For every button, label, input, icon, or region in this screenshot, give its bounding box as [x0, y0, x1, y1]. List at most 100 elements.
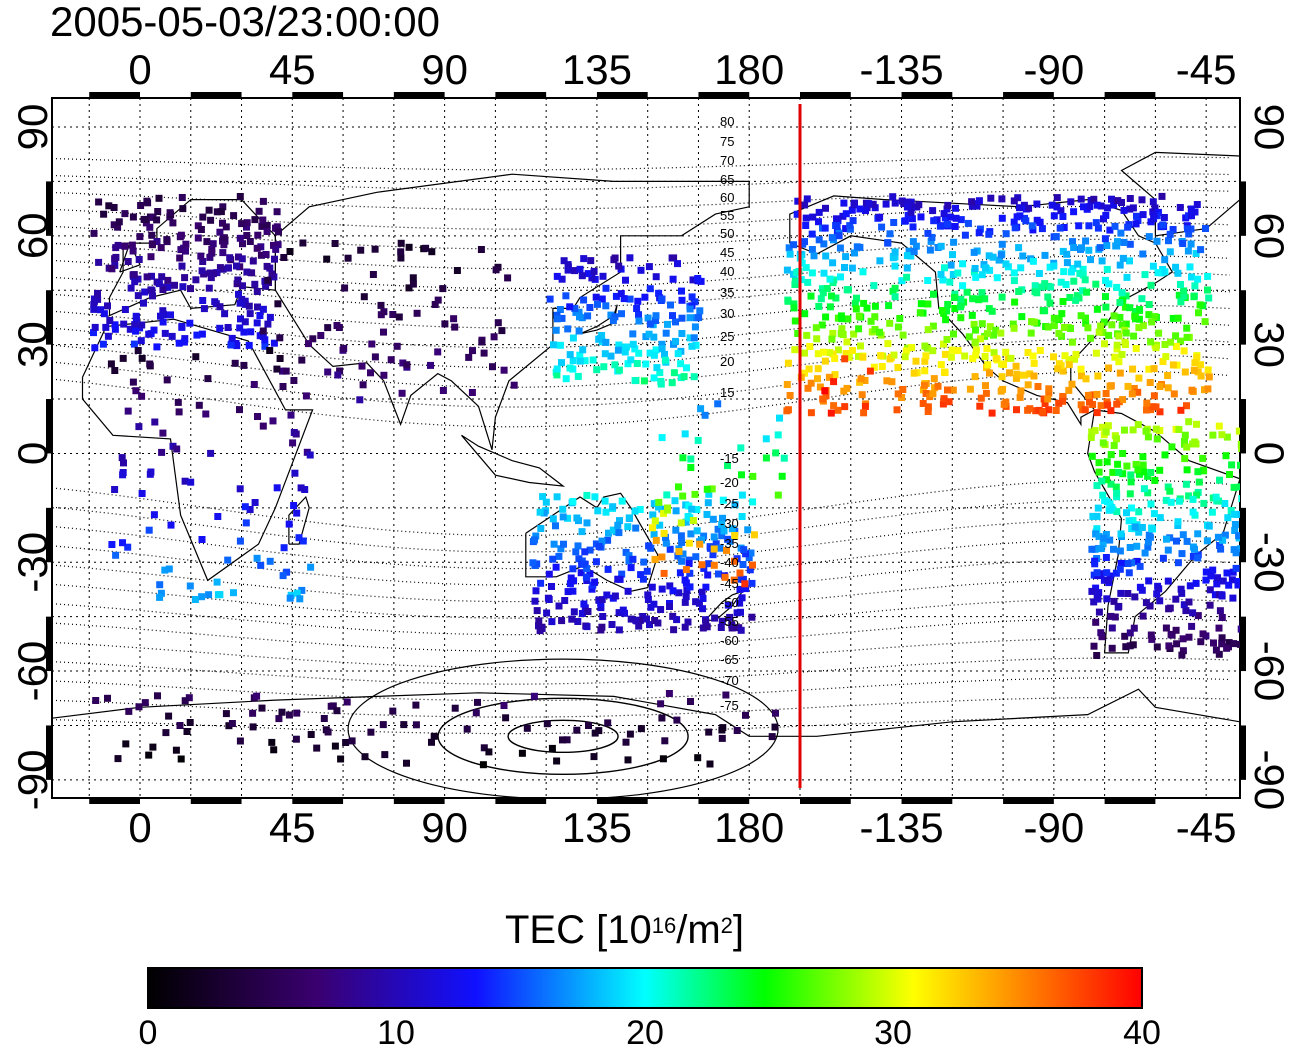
tec-cell	[1081, 406, 1089, 414]
tec-cell	[360, 293, 368, 301]
mag-pole-contour	[507, 719, 619, 754]
tec-cell	[1129, 426, 1137, 434]
lat-label-right: 90	[1246, 104, 1292, 151]
tec-cell	[1194, 554, 1202, 562]
tec-cell	[115, 218, 123, 226]
tec-cell	[1108, 195, 1115, 203]
tec-cell	[1085, 222, 1093, 230]
tec-cell	[736, 585, 744, 593]
tec-cell	[1093, 482, 1101, 490]
tec-cell	[834, 346, 842, 354]
tec-cell	[213, 208, 221, 216]
tec-cell	[1045, 406, 1053, 414]
tec-cell	[1127, 471, 1135, 479]
tec-cell	[531, 536, 538, 544]
tec-cell	[1204, 385, 1212, 393]
tec-cell	[1135, 508, 1143, 516]
tec-cell	[832, 294, 840, 302]
tec-cell	[1174, 269, 1182, 277]
tec-cell	[865, 200, 873, 208]
tec-cell	[905, 247, 913, 255]
tec-cell	[717, 624, 725, 631]
tec-cell	[1013, 370, 1021, 378]
tec-cell	[652, 273, 660, 281]
tec-cell	[784, 297, 792, 305]
tec-cell	[1232, 564, 1240, 572]
lon-label-bottom: -90	[1023, 804, 1084, 851]
tec-cell	[998, 240, 1006, 248]
tec-cell	[652, 536, 660, 544]
tec-cell	[678, 296, 686, 304]
tec-cell	[601, 350, 609, 358]
tec-cell	[428, 248, 436, 256]
tec-cell	[783, 266, 791, 274]
tec-cell	[633, 360, 641, 367]
tec-cell	[723, 546, 730, 554]
tec-cell	[586, 304, 594, 311]
tec-cell	[718, 726, 726, 734]
tec-cell	[1124, 560, 1132, 567]
tec-cell	[259, 422, 267, 430]
tec-cell	[566, 351, 574, 359]
tec-cell	[1107, 612, 1115, 620]
tec-cell	[951, 305, 959, 312]
tec-cell	[553, 272, 561, 280]
tec-cell	[617, 290, 625, 298]
tec-cell	[510, 381, 518, 389]
tec-cell	[275, 228, 282, 236]
tec-cell	[537, 579, 545, 587]
tec-cell	[302, 392, 310, 400]
tec-cell	[1114, 197, 1122, 205]
tec-cell	[826, 349, 834, 357]
tec-cell	[801, 349, 808, 357]
tec-cell	[1059, 393, 1067, 401]
tec-cell	[485, 748, 493, 756]
tec-cell	[293, 509, 301, 517]
tec-cell	[258, 222, 266, 230]
tec-cell	[583, 519, 591, 527]
tec-cell	[842, 210, 850, 218]
tec-cell	[192, 276, 200, 284]
tec-cell	[1054, 365, 1062, 373]
tec-cell	[633, 305, 641, 312]
tec-cell	[1010, 197, 1018, 205]
tec-cell	[1140, 468, 1148, 476]
tec-cell	[1237, 440, 1240, 448]
tec-cell	[230, 212, 238, 220]
tec-cell	[611, 313, 619, 321]
tec-cell	[861, 403, 869, 410]
tec-cell	[993, 274, 1001, 282]
tec-cell	[233, 342, 241, 350]
tec-cell	[585, 722, 592, 729]
tec-cell	[1105, 280, 1113, 288]
tec-cell	[998, 214, 1006, 222]
tec-cell	[1110, 545, 1117, 553]
left-tick-bar	[46, 616, 52, 672]
tec-cell	[592, 558, 600, 566]
tec-cell	[569, 357, 577, 365]
tec-cell	[110, 204, 118, 211]
tec-cell	[1183, 537, 1191, 545]
tec-cell	[1135, 528, 1143, 536]
tec-cell	[90, 329, 97, 337]
tec-cell	[1129, 641, 1137, 649]
tec-cell	[1122, 643, 1130, 651]
tec-cell	[671, 497, 679, 505]
tec-cell	[207, 274, 215, 282]
tec-cell	[834, 406, 842, 414]
tec-cell	[1230, 510, 1238, 518]
tec-cell	[1090, 195, 1098, 203]
tec-cell	[111, 321, 119, 329]
tec-cell	[1102, 554, 1110, 561]
tec-cell	[556, 306, 564, 313]
tec-cell	[359, 381, 367, 389]
tec-cell	[668, 379, 676, 387]
tec-cell	[1079, 265, 1087, 273]
tec-cell	[583, 623, 591, 631]
tec-cell	[826, 275, 834, 283]
tec-cell	[870, 282, 878, 290]
tec-cell	[194, 222, 202, 230]
tec-cell	[650, 530, 658, 538]
tec-cell	[1195, 309, 1202, 317]
tec-cell	[625, 514, 633, 522]
